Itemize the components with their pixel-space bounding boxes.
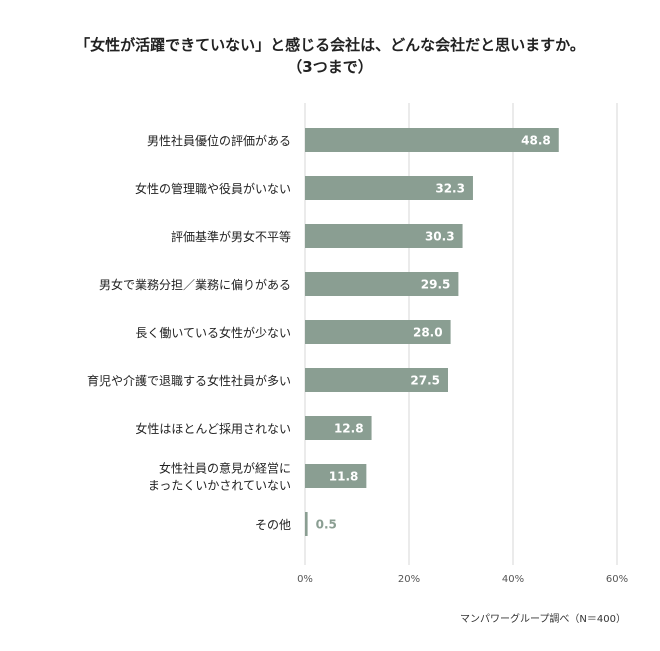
data-label: 11.8 bbox=[329, 470, 359, 484]
bar bbox=[305, 464, 367, 488]
bar bbox=[305, 128, 559, 152]
x-tick-label: 60% bbox=[606, 574, 628, 585]
category-label: 女性はほとんど採用されない bbox=[135, 421, 291, 436]
bar bbox=[305, 272, 459, 296]
category-label: 女性社員の意見が経営にまったくいかされていない bbox=[148, 461, 291, 493]
category-label: 育児や介護で退職する女性社員が多い bbox=[87, 373, 291, 388]
x-tick-label: 40% bbox=[502, 574, 524, 585]
data-label: 29.5 bbox=[421, 278, 451, 292]
category-label: 長く働いている女性が少ない bbox=[135, 325, 291, 340]
data-label: 30.3 bbox=[425, 230, 455, 244]
data-label: 27.5 bbox=[410, 374, 440, 388]
category-label: その他 bbox=[255, 518, 291, 532]
category-label: 評価基準が男女不平等 bbox=[171, 229, 291, 244]
data-label: 32.3 bbox=[435, 182, 465, 196]
source-note: マンパワーグループ調べ（N＝400） bbox=[460, 614, 626, 625]
data-label: 28.0 bbox=[413, 326, 443, 340]
category-label: 男女で業務分担／業務に偏りがある bbox=[99, 277, 291, 292]
chart-subtitle: （3つまで） bbox=[287, 58, 373, 76]
bar bbox=[305, 176, 473, 200]
category-label: 女性の管理職や役員がいない bbox=[135, 181, 291, 196]
x-tick-label: 20% bbox=[398, 574, 420, 585]
bar bbox=[305, 224, 463, 248]
data-label: 0.5 bbox=[316, 518, 337, 532]
bar bbox=[305, 368, 448, 392]
bar-chart: 0% 20% 40% 60% 男性社員優位の評価がある 48.8 女性の管理職や役員がいない… bbox=[87, 103, 628, 585]
chart-title: 「女性が活躍できていない」と感じる会社は、どんな会社だと思いますか。 bbox=[75, 36, 585, 54]
data-label: 48.8 bbox=[521, 134, 551, 148]
category-label: 男性社員優位の評価がある bbox=[147, 133, 291, 148]
bar bbox=[305, 416, 372, 440]
bar bbox=[305, 512, 308, 536]
x-tick-label: 0% bbox=[297, 574, 313, 585]
data-label: 12.8 bbox=[334, 422, 364, 436]
bar bbox=[305, 320, 451, 344]
